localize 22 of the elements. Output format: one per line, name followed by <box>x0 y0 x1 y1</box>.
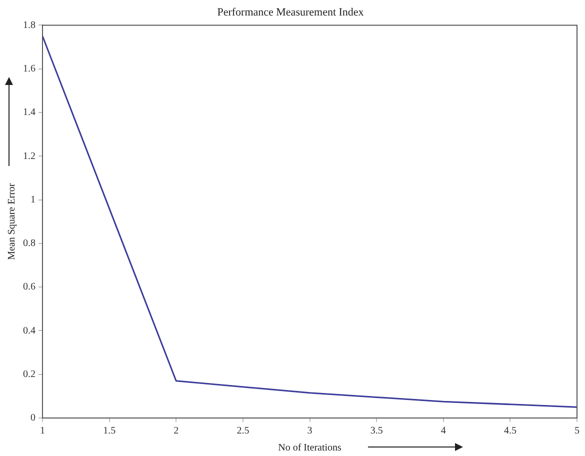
y-tick-label: 1 <box>30 194 36 206</box>
x-tick-label: 2 <box>174 426 179 437</box>
chart-title: Performance Measurement Index <box>217 6 364 18</box>
y-tick-label: 0.2 <box>23 368 36 380</box>
y-tick-label: 1.6 <box>23 63 36 74</box>
y-tick-label: 1.4 <box>23 107 36 118</box>
y-tick-label: 1.8 <box>23 20 36 31</box>
x-tick-label: 2.5 <box>236 426 250 437</box>
y-tick-label: 0.6 <box>23 282 36 293</box>
x-tick-label: 3.5 <box>370 426 383 437</box>
y-tick-label: 0 <box>30 412 36 424</box>
y-axis-title: Mean Square Error <box>6 182 18 260</box>
y-tick-label: 0.4 <box>23 325 36 336</box>
x-tick-label: 1 <box>40 426 45 437</box>
x-tick-label: 4.5 <box>504 426 516 437</box>
x-tick-label: 4 <box>440 426 446 437</box>
y-tick-label: 1.2 <box>23 150 36 162</box>
y-tick-label: 0.8 <box>23 238 36 250</box>
x-axis-title: No of Iterations <box>278 442 342 454</box>
x-tick-label: 5 <box>574 426 580 437</box>
x-tick-label: 3 <box>307 426 312 437</box>
x-tick-label: 1.5 <box>103 426 116 437</box>
